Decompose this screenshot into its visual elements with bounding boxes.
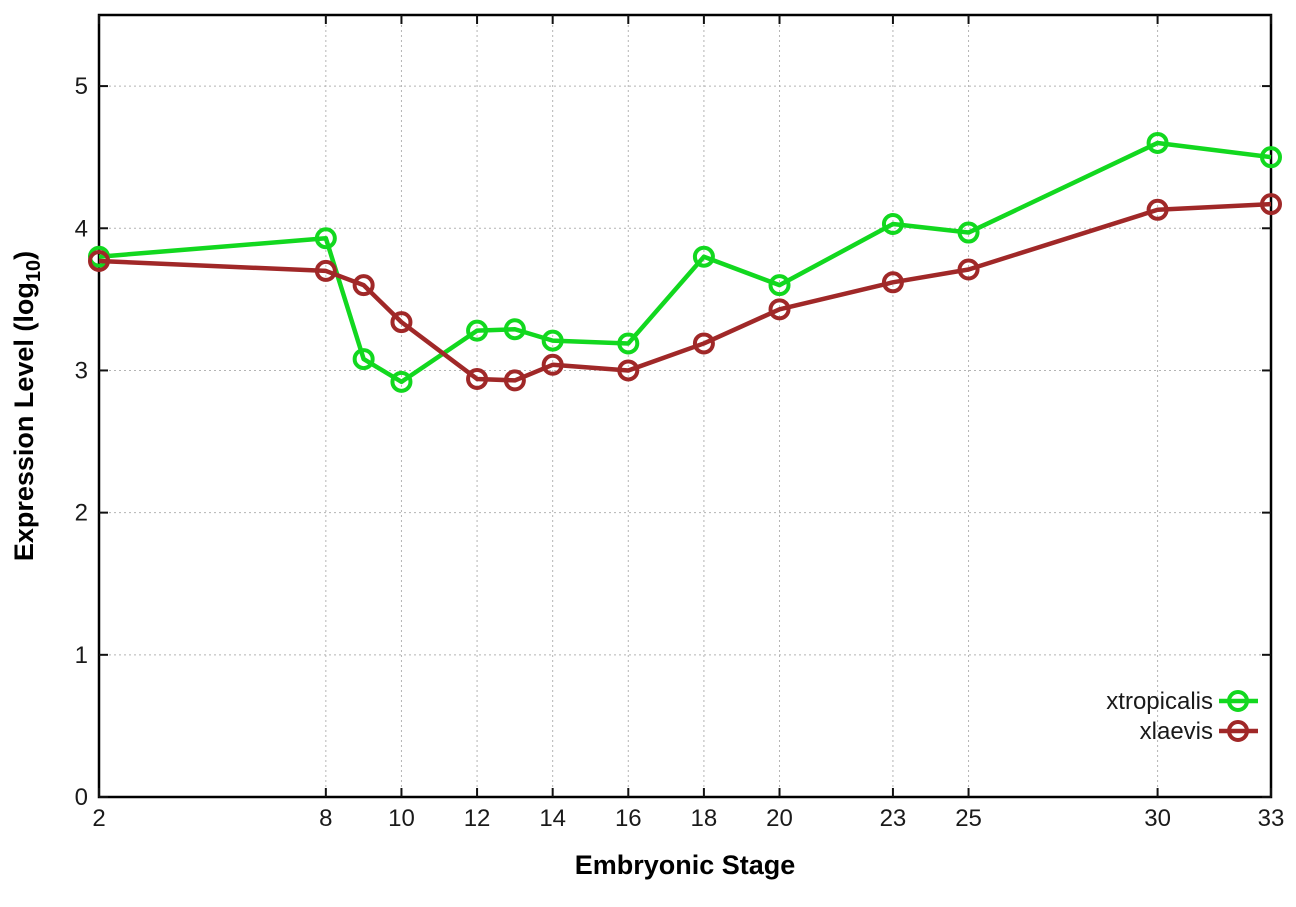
y-tick-label: 1 (75, 642, 88, 669)
x-tick-label: 2 (92, 805, 105, 832)
data-point-xlaevis (881, 271, 904, 294)
legend-sample-marker-xlaevis (1227, 720, 1249, 742)
data-point-xtropicalis (617, 332, 640, 355)
y-axis-title-close: ) (9, 251, 39, 260)
data-point-xtropicalis (692, 245, 715, 268)
plot-frame (97, 13, 1273, 799)
series-line-xtropicalis (98, 140, 1272, 385)
data-point-xtropicalis (466, 319, 489, 342)
gridlines (99, 15, 1271, 797)
x-axis-title: Embryonic Stage (575, 850, 796, 880)
data-point-xtropicalis (541, 329, 564, 352)
x-tick-labels: 2 8 10 12 14 16 18 20 23 25 30 33 (92, 805, 1284, 832)
data-series (88, 131, 1282, 393)
y-axis-title-main: Expression Level (log (9, 282, 39, 561)
data-point-xlaevis (390, 311, 413, 334)
data-point-xlaevis (768, 298, 791, 321)
x-tick-label: 16 (615, 805, 642, 832)
x-tick-label: 18 (691, 805, 718, 832)
y-axis-title-subscript: 10 (23, 260, 45, 282)
y-tick-label: 3 (75, 357, 88, 384)
data-point-xtropicalis (314, 227, 337, 250)
data-point-xlaevis (1146, 198, 1169, 221)
legend-samples (1219, 690, 1258, 742)
y-tick-label: 5 (75, 73, 88, 100)
legend-sample-marker-xtropicalis (1227, 690, 1249, 712)
x-tick-label: 33 (1258, 805, 1285, 832)
x-tick-label: 25 (955, 805, 982, 832)
data-point-xlaevis (1260, 193, 1282, 216)
legend: xtropicalis xlaevis (1106, 688, 1258, 745)
y-tick-label: 2 (75, 500, 88, 527)
x-tick-label: 10 (388, 805, 415, 832)
series-xtropicalis (88, 131, 1282, 393)
legend-label-xtropicalis: xtropicalis (1106, 688, 1213, 715)
x-tick-label: 23 (880, 805, 907, 832)
data-point-xtropicalis (1146, 131, 1169, 154)
data-point-xtropicalis (352, 348, 375, 371)
data-point-xlaevis (314, 259, 337, 282)
data-point-xlaevis (957, 258, 980, 281)
axis-ticks (98, 15, 1272, 798)
data-point-xtropicalis (768, 274, 791, 297)
data-point-xtropicalis (1260, 146, 1282, 169)
series-xlaevis (88, 193, 1282, 392)
series-line-xlaevis (98, 201, 1272, 383)
data-point-xlaevis (88, 249, 110, 272)
x-tick-label: 14 (539, 805, 566, 832)
plot-border (97, 13, 1273, 799)
data-point-xtropicalis (390, 370, 413, 393)
x-tick-label: 8 (319, 805, 332, 832)
data-point-xlaevis (466, 367, 489, 390)
data-point-xtropicalis (503, 318, 526, 341)
data-point-xlaevis (352, 274, 375, 297)
data-point-xlaevis (617, 359, 640, 382)
y-tick-labels: 0 1 2 3 4 5 (75, 73, 88, 811)
x-tick-label: 30 (1144, 805, 1171, 832)
y-tick-label: 4 (75, 215, 88, 242)
data-point-xlaevis (541, 353, 564, 376)
y-axis-title: Expression Level (log10) (9, 251, 45, 561)
data-point-xlaevis (503, 369, 526, 392)
data-point-xtropicalis (881, 213, 904, 236)
data-point-xtropicalis (957, 221, 980, 244)
x-tick-label: 20 (766, 805, 793, 832)
data-point-xlaevis (692, 332, 715, 355)
y-tick-label: 0 (75, 784, 88, 811)
x-tick-label: 12 (464, 805, 491, 832)
legend-label-xlaevis: xlaevis (1140, 718, 1213, 745)
